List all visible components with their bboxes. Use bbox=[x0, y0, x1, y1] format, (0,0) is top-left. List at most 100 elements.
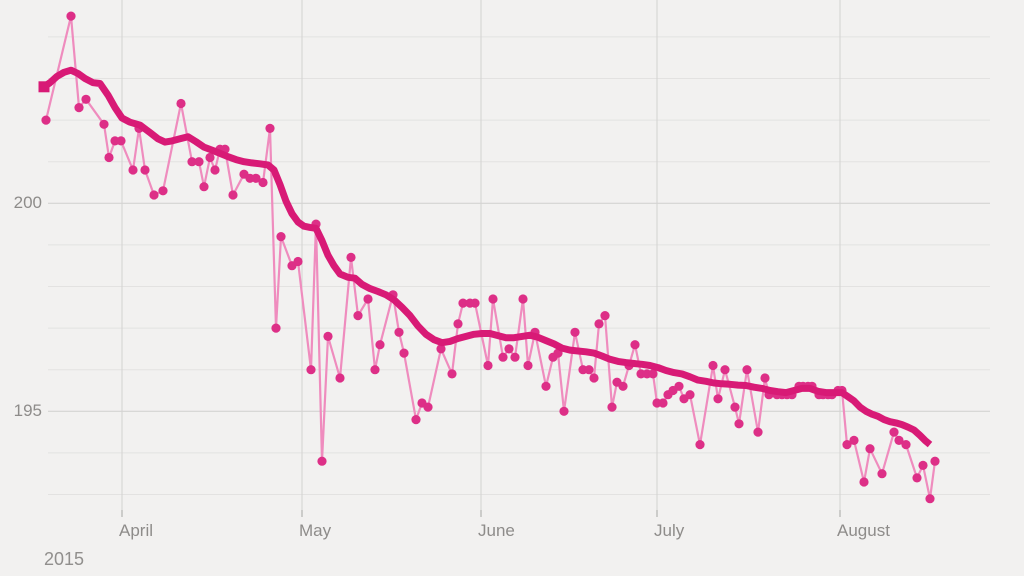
x-axis-label-april: April bbox=[119, 521, 154, 540]
x-axis-label-august: August bbox=[837, 521, 890, 540]
weigh-in-point bbox=[306, 365, 316, 375]
gridlines-horizontal-minor bbox=[48, 36, 990, 495]
weigh-in-point bbox=[720, 365, 730, 375]
weigh-in-point bbox=[648, 369, 658, 379]
weigh-in-point bbox=[158, 186, 168, 196]
weigh-in-point bbox=[271, 323, 281, 333]
weigh-in-point bbox=[734, 419, 744, 429]
weigh-in-point bbox=[128, 165, 138, 175]
weigh-in-point bbox=[394, 327, 404, 337]
weigh-in-point bbox=[411, 415, 421, 425]
weigh-in-point bbox=[708, 360, 718, 371]
weigh-in-point bbox=[865, 444, 875, 454]
weigh-in-point bbox=[423, 402, 433, 412]
y-axis-label-195: 195 bbox=[13, 401, 42, 420]
weigh-in-point bbox=[210, 165, 220, 175]
weigh-in-point bbox=[498, 352, 508, 362]
weigh-in-point bbox=[176, 98, 186, 109]
weigh-in-point bbox=[912, 473, 922, 483]
x-axis-label-july: July bbox=[654, 521, 685, 540]
weigh-in-point bbox=[760, 373, 770, 383]
weigh-in-point bbox=[370, 365, 380, 375]
weigh-in-point bbox=[375, 340, 385, 350]
weigh-in-point bbox=[842, 440, 852, 450]
weigh-in-point bbox=[149, 190, 159, 200]
weigh-in-point bbox=[674, 381, 684, 391]
month-tick-marks bbox=[121, 510, 841, 517]
weigh-in-point bbox=[353, 311, 363, 321]
weigh-in-point bbox=[901, 440, 911, 450]
weigh-in-point bbox=[510, 352, 520, 362]
weigh-in-point bbox=[74, 103, 84, 113]
weigh-in-point bbox=[930, 456, 940, 466]
weigh-in-point bbox=[293, 256, 303, 267]
weigh-in-point bbox=[889, 427, 899, 437]
weigh-in-point bbox=[877, 469, 887, 479]
weigh-in-point bbox=[104, 152, 114, 163]
weigh-in-point bbox=[81, 94, 91, 104]
x-axis-label-june: June bbox=[478, 521, 515, 540]
weigh-in-point bbox=[570, 327, 580, 337]
weigh-in-point bbox=[116, 136, 126, 146]
weigh-in-point bbox=[600, 311, 610, 321]
weigh-in-point bbox=[199, 182, 209, 192]
weigh-in-point bbox=[618, 381, 628, 391]
weigh-in-point bbox=[447, 369, 457, 379]
weigh-in-point bbox=[346, 252, 356, 262]
weigh-in-point bbox=[730, 402, 740, 412]
trend-line bbox=[38, 66, 933, 448]
weigh-in-point bbox=[849, 435, 859, 445]
weigh-in-point bbox=[742, 365, 752, 375]
weigh-in-point bbox=[523, 360, 533, 371]
weigh-in-point bbox=[518, 294, 528, 304]
y-axis-label-200: 200 bbox=[13, 193, 42, 212]
gridlines-vertical-months bbox=[121, 0, 841, 510]
weigh-in-point bbox=[894, 435, 904, 445]
weigh-in-point bbox=[99, 119, 109, 129]
weigh-in-point bbox=[859, 477, 869, 487]
weigh-in-point bbox=[323, 331, 333, 341]
trend-start-marker bbox=[38, 81, 50, 93]
weigh-in-point bbox=[276, 232, 286, 242]
weigh-in-point bbox=[453, 319, 463, 329]
weigh-in-point bbox=[753, 427, 763, 437]
weigh-in-point bbox=[140, 165, 150, 175]
weigh-in-point bbox=[589, 373, 599, 383]
weigh-in-point bbox=[66, 11, 76, 21]
weigh-in-point bbox=[541, 381, 551, 391]
daily-series-points bbox=[41, 11, 940, 504]
weigh-in-point bbox=[918, 460, 928, 470]
weigh-in-point bbox=[630, 340, 640, 350]
weigh-in-point bbox=[265, 123, 275, 133]
weigh-in-point bbox=[194, 157, 204, 167]
weigh-in-point bbox=[483, 360, 493, 371]
weigh-in-point bbox=[205, 152, 215, 163]
weigh-in-point bbox=[685, 390, 695, 400]
weigh-in-point bbox=[363, 294, 373, 304]
weigh-in-point bbox=[594, 319, 604, 329]
weigh-in-point bbox=[584, 365, 594, 375]
weigh-in-point bbox=[713, 394, 723, 404]
x-axis-label-may: May bbox=[299, 521, 332, 540]
weigh-in-point bbox=[335, 373, 345, 383]
weigh-in-point bbox=[399, 348, 409, 358]
weigh-in-point bbox=[470, 298, 480, 308]
weigh-in-point bbox=[925, 494, 935, 504]
weigh-in-point bbox=[228, 190, 238, 200]
weigh-in-point bbox=[504, 344, 514, 354]
gridlines-horizontal-major bbox=[48, 202, 990, 412]
x-axis-year-label: 2015 bbox=[44, 549, 85, 569]
weigh-in-point bbox=[695, 440, 705, 450]
weigh-in-point bbox=[658, 398, 668, 408]
weigh-in-point bbox=[559, 406, 569, 416]
weigh-in-point bbox=[488, 294, 498, 304]
weigh-in-point bbox=[458, 298, 468, 308]
weigh-in-point bbox=[41, 115, 51, 125]
weigh-in-point bbox=[607, 402, 617, 412]
weigh-in-point bbox=[258, 177, 268, 188]
weigh-in-point bbox=[436, 344, 446, 354]
weigh-in-point bbox=[187, 157, 197, 167]
